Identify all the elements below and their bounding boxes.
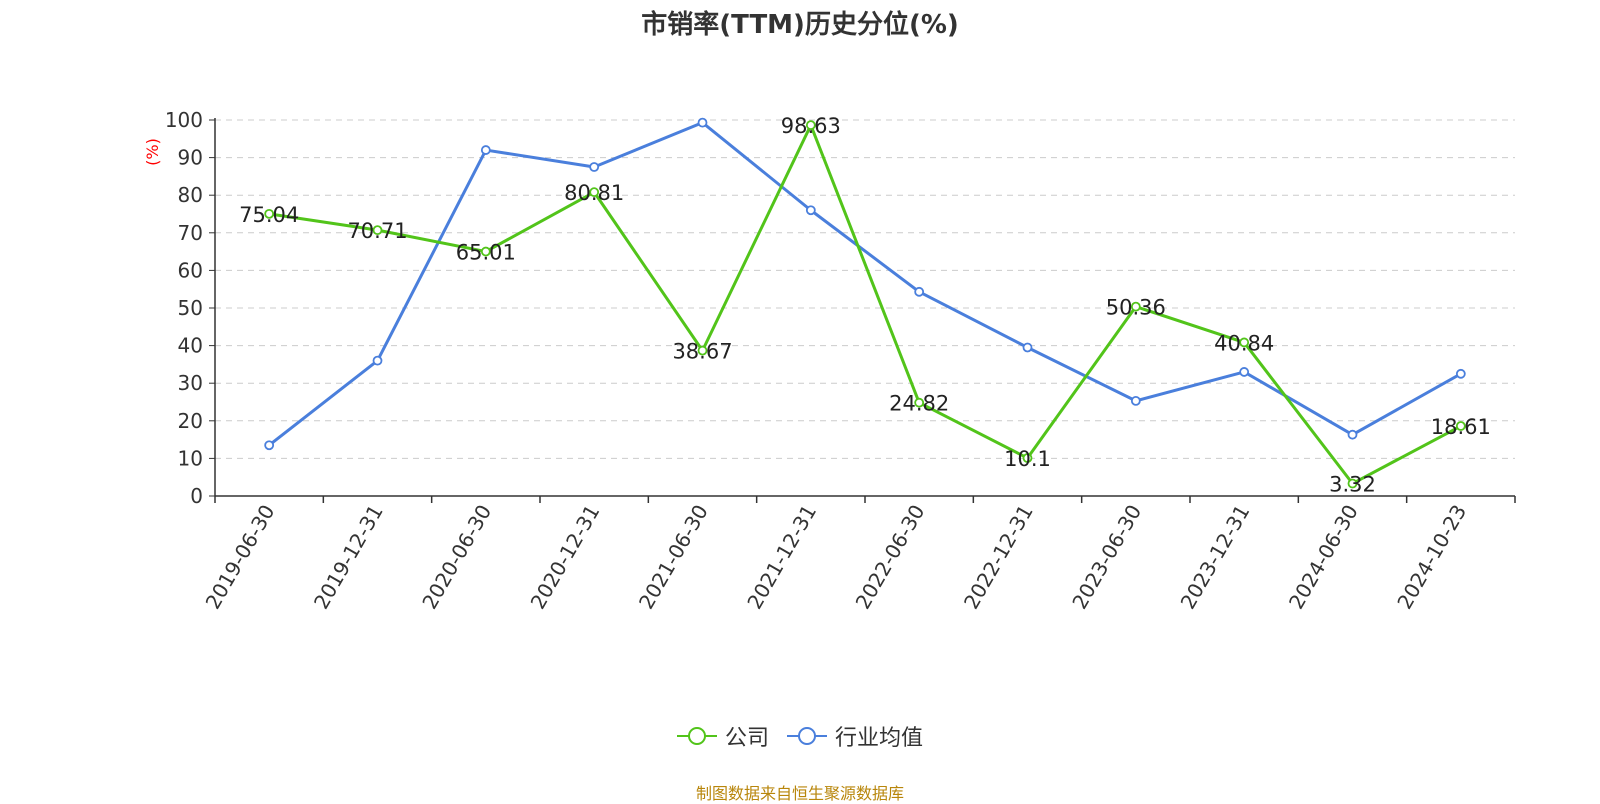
data-point-0 <box>480 246 491 257</box>
x-tick-label: 2022-06-30 <box>851 501 930 614</box>
legend-industry-label: 行业均值 <box>835 726 924 751</box>
data-label: 38.67 <box>672 340 732 364</box>
data-point-1 <box>264 440 275 451</box>
x-tick-label: 2021-06-30 <box>634 501 713 614</box>
x-tick-label: 2020-06-30 <box>417 501 496 614</box>
y-tick-label: 50 <box>178 296 203 320</box>
data-label: 50.36 <box>1106 296 1166 320</box>
grid-lines <box>215 119 1515 459</box>
y-tick-label: 40 <box>178 334 203 358</box>
data-point-0 <box>1130 301 1141 312</box>
x-tick-label: 2021-12-31 <box>742 501 821 614</box>
x-tick-label: 2022-12-31 <box>959 501 1038 614</box>
data-point-1 <box>1130 395 1141 406</box>
legend-item-company[interactable]: 公司 <box>676 720 769 752</box>
data-label: 65.01 <box>456 241 516 265</box>
data-label: 80.81 <box>564 181 624 205</box>
data-point-1 <box>1347 429 1358 440</box>
legend: 公司 行业均值 <box>0 720 1600 752</box>
data-point-1 <box>589 162 600 172</box>
legend-industry-marker-icon <box>787 727 827 745</box>
x-tick-label: 2023-06-30 <box>1067 501 1146 614</box>
y-axis-label: (%) <box>143 138 162 166</box>
y-tick-label: 70 <box>178 221 203 245</box>
data-label: 18.61 <box>1431 415 1491 439</box>
data-point-1 <box>914 286 925 297</box>
data-label: 3.32 <box>1329 473 1376 497</box>
data-label: 98.63 <box>781 114 841 138</box>
data-point-0 <box>914 397 925 408</box>
data-point-0 <box>589 187 600 198</box>
y-tick-label: 80 <box>178 183 203 207</box>
axes: 0 10 20 30 40 50 60 70 80 90 100 2019-06-30 2019-12-… <box>165 108 1516 614</box>
data-point-0 <box>1022 453 1033 463</box>
data-label: 10.1 <box>1004 447 1051 471</box>
data-point-0 <box>1455 421 1466 431</box>
source-note: 制图数据来自恒生聚源数据库 <box>695 784 904 803</box>
data-labels: 75.04 70.71 65.01 80.81 38.67 98.63 24.82 10.1 5… <box>239 114 1491 496</box>
legend-company-label: 公司 <box>724 726 769 751</box>
data-point-1 <box>372 355 383 366</box>
data-point-0 <box>1239 337 1250 348</box>
y-tick-label: 10 <box>178 446 203 470</box>
x-tick-label: 2019-12-31 <box>309 501 388 614</box>
series-lines <box>264 117 1466 489</box>
data-label: 24.82 <box>889 392 949 416</box>
y-tick-label: 0 <box>190 484 203 508</box>
data-label: 75.04 <box>239 203 299 227</box>
data-label: 70.71 <box>347 219 407 243</box>
data-point-0 <box>805 120 816 131</box>
x-tick-label: 2024-10-23 <box>1392 501 1471 614</box>
data-point-1 <box>1455 368 1466 379</box>
data-point-0 <box>1347 478 1358 489</box>
chart-title: 市销率(TTM)历史分位(%) <box>641 10 959 40</box>
x-tick-label: 2023-12-31 <box>1176 501 1255 614</box>
data-point-0 <box>697 345 708 356</box>
data-point-1 <box>697 117 708 128</box>
data-label: 40.84 <box>1214 331 1274 355</box>
data-point-1 <box>1022 342 1033 353</box>
data-point-0 <box>372 225 383 236</box>
y-tick-label: 100 <box>165 108 203 132</box>
y-tick-label: 90 <box>178 146 203 170</box>
x-tick-label: 2020-12-31 <box>526 501 605 614</box>
legend-item-industry-average[interactable]: 行业均值 <box>787 720 923 752</box>
series-line-0 <box>268 123 1462 486</box>
y-tick-label: 20 <box>178 409 203 433</box>
data-point-1 <box>805 205 816 216</box>
y-tick-label: 60 <box>178 258 203 282</box>
x-tick-label: 2024-06-30 <box>1284 501 1363 614</box>
data-point-0 <box>264 208 275 219</box>
legend-company-marker-icon <box>676 727 717 745</box>
series-line-1 <box>268 121 1462 447</box>
y-tick-label: 30 <box>178 371 203 395</box>
data-point-1 <box>480 145 491 155</box>
data-point-1 <box>1239 367 1250 377</box>
x-tick-label: 2019-06-30 <box>201 501 280 614</box>
